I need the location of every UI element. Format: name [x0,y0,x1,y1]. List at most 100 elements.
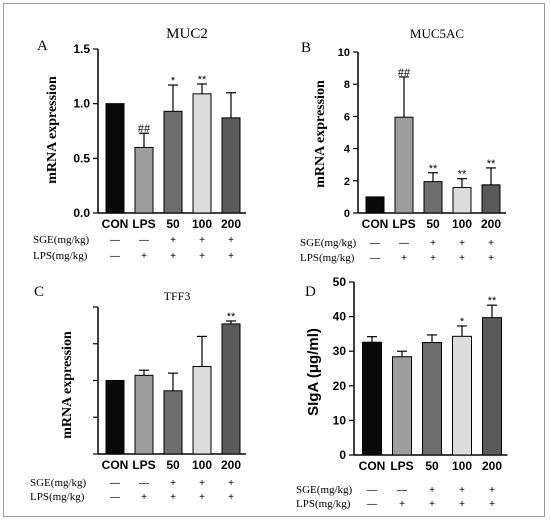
panel-b-significance-mark: ** [487,158,496,170]
panel-b-bar-200 [481,184,501,214]
panel-d-y-tick-label: 40 [333,310,347,324]
panel-b-y-tick-label: 4 [344,144,351,156]
panel-c-bar-50 [163,390,183,455]
panel-b: B MUC5AC mRNA expression [301,26,464,188]
panel-d-category-label: 50 [425,459,439,473]
panel-a-category-label: 50 [166,217,180,231]
panel-b-bar-100 [452,187,472,214]
panel-a-category-label: 100 [192,217,212,231]
panel-c: C TFF3 mRNA expression [34,284,190,439]
panel-b-treatment-mark: — [370,238,380,249]
panel-c-treatment-mark: + [170,492,176,503]
panel-a-treatment-mark: + [228,251,234,262]
panel-b-treatment-mark: + [459,238,465,249]
panel-a-bar-50 [163,110,183,214]
panel-a-bar-200 [221,117,241,214]
panel-a-y-tick-label: 1.5 [73,42,90,56]
panel-letter-a: A [37,38,48,54]
panel-a-treatment-mark: + [199,235,205,246]
panel-a-y-tick-label: 0.0 [73,206,90,220]
panel-letter-d: D [305,284,316,300]
panel-a-treatment-label: SGE(mg/kg) [33,234,90,246]
panel-d-bar-100 [452,335,472,456]
panel-b-category-label: LPS [392,217,415,231]
panel-d-treatment-mark: + [429,499,435,510]
panel-a-bar-LPS [134,146,154,214]
panel-d-treatment-mark: + [459,485,465,496]
panel-c-title: TFF3 [164,289,191,303]
panel-a-treatment-mark: — [110,251,120,262]
panel-c-treatment-mark: + [199,478,205,489]
panel-a-category-label: 200 [221,217,241,231]
panel-b-category-label: 200 [481,217,501,231]
panel-a-category-label: CON [102,217,129,231]
panel-letter-b: B [301,40,311,56]
panel-a-bar-CON [105,103,125,214]
panel-c-category-label: CON [102,458,129,472]
panel-b-treatment-label: LPS(mg/kg) [300,252,355,264]
panel-c-bar-LPS [134,374,154,455]
panel-c-treatment-mark: + [199,492,205,503]
panel-b-category-label: 50 [426,217,440,231]
panel-c-treatment-mark: + [170,478,176,489]
panel-a-ylabel: mRNA expression [45,76,60,184]
panel-c-treatment-mark: + [141,492,147,503]
panel-d-treatment-label: SGE(mg/kg) [296,484,353,496]
panel-a-treatment-mark: + [141,251,147,262]
panel-letter-c: C [34,284,44,300]
panel-b-significance-mark: ** [458,169,467,181]
panel-d-category-label: CON [359,459,386,473]
panel-d-treatment-mark: + [459,499,465,510]
panel-d-treatment-mark: + [399,499,405,510]
panel-d-y-tick-label: 10 [333,413,347,427]
panel-d-significance-mark: ** [488,295,497,307]
panel-d-treatment-mark: — [367,485,377,496]
panel-a-y-tick-label: 1.0 [73,97,90,111]
panel-d-bar-LPS [392,356,412,456]
panel-a-category-label: LPS [132,217,155,231]
panel-c-category-label: LPS [132,458,155,472]
panel-d-y-tick-label: 50 [333,275,347,289]
panel-b-treatment-mark: + [430,253,436,264]
chart-marks: 0.0 0.5 1.0 1.5 CON ## LPS * 50 ** 100 200 SGE(mg/kg… [30,42,508,510]
panel-d: D SIgA (μg/ml) [305,284,322,416]
panel-b-treatment-label: SGE(mg/kg) [300,237,357,249]
panel-d-category-label: LPS [390,459,413,473]
panel-b-treatment-mark: + [459,253,465,264]
panel-b-bar-CON [365,196,385,214]
panel-d-treatment-label: LPS(mg/kg) [296,498,351,510]
panel-a-y-tick-label: 0.5 [73,151,90,165]
panel-b-category-label: 100 [452,217,472,231]
panel-c-treatment-label: SGE(mg/kg) [30,477,87,489]
panel-b-treatment-mark: + [430,238,436,249]
panel-b-y-tick-label: 6 [344,111,350,123]
panel-a-treatment-mark: — [139,235,149,246]
panel-a-significance-mark: ## [138,123,151,135]
panel-a-significance-mark: * [171,75,176,87]
panel-a-treatment-mark: + [199,251,205,262]
panel-c-treatment-label: LPS(mg/kg) [30,491,85,503]
panel-d-treatment-mark: — [367,499,377,510]
panel-c-category-label: 100 [192,458,212,472]
panel-c-category-label: 50 [166,458,180,472]
panel-b-bar-LPS [394,116,414,214]
panel-c-treatment-mark: — [139,478,149,489]
panel-b-title: MUC5AC [410,26,464,41]
panel-b-category-label: CON [362,217,389,231]
panel-b-ylabel: mRNA expression [313,80,328,188]
panel-c-treatment-mark: — [110,478,120,489]
panel-b-treatment-mark: — [399,238,409,249]
panel-a-treatment-mark: + [170,251,176,262]
panel-a-treatment-label: LPS(mg/kg) [33,250,88,262]
panel-b-treatment-mark: — [370,253,380,264]
panel-c-category-label: 200 [221,458,241,472]
figure-frame [3,3,545,517]
panel-b-y-tick-label: 2 [344,176,350,188]
panel-a-treatment-mark: + [170,235,176,246]
panel-b-bar-50 [423,181,443,214]
panel-a-significance-mark: ** [198,74,207,86]
panel-d-treatment-mark: + [489,485,495,496]
panel-c-significance-mark: ** [227,311,236,323]
panel-a: A MUC2 mRNA expression [37,26,208,184]
